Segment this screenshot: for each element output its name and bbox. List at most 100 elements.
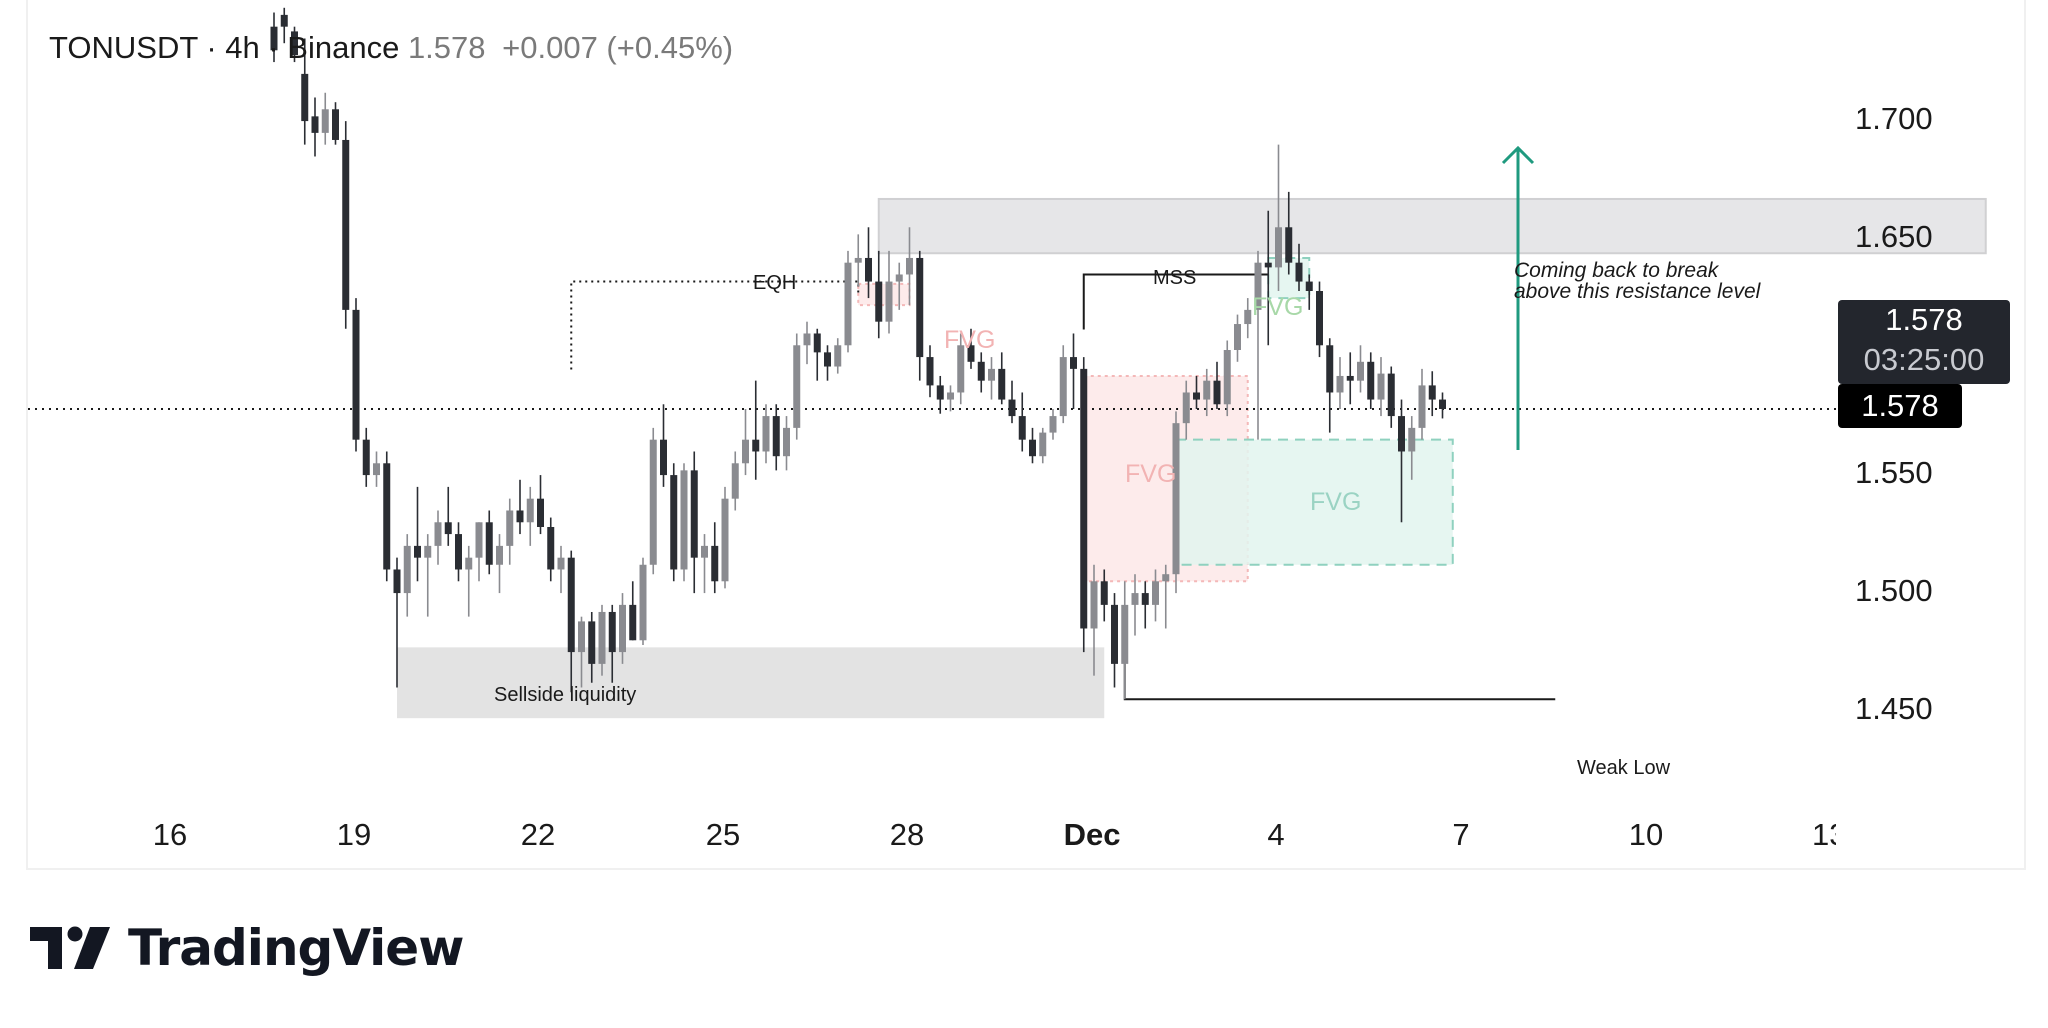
candle [701, 534, 708, 594]
candle [844, 250, 852, 353]
candle-body [516, 510, 524, 523]
candle-body [506, 510, 514, 546]
candle-body [947, 392, 954, 400]
candle [731, 451, 739, 511]
candle-body [670, 475, 678, 570]
mss-level-line [1082, 273, 1269, 330]
candle-body [824, 352, 831, 367]
candle-body [1377, 373, 1385, 400]
candle [444, 486, 452, 546]
candle [598, 604, 606, 676]
candle-body [731, 463, 739, 499]
target-arrow [1501, 145, 1535, 450]
candle-body [270, 26, 278, 51]
candle-body [1141, 593, 1149, 605]
candle-body [1039, 432, 1047, 457]
candle-body [321, 109, 329, 133]
candle [1428, 371, 1436, 417]
candle [1182, 380, 1190, 440]
candle [1336, 357, 1344, 409]
chart-frame[interactable] [26, 0, 2026, 870]
eqh-label: EQH [753, 272, 797, 294]
price-tick-1650: 1.650 [1855, 219, 1933, 254]
candle [506, 498, 514, 565]
candle-body [424, 545, 432, 558]
candle-body [629, 604, 637, 641]
zones-layer [397, 197, 1987, 719]
mss-label: MSS [1153, 267, 1197, 289]
date-tick-16: 16 [152, 817, 188, 852]
candle [1090, 564, 1098, 676]
fvg-label-bearish-small: FVG [944, 326, 996, 354]
candle-body [1305, 281, 1313, 291]
sellside-liquidity-zone [397, 647, 1105, 719]
candle [485, 510, 493, 575]
tradingview-logo-text: TradingView [128, 919, 464, 977]
fvg-label-bearish-large: FVG [1125, 460, 1177, 488]
candle-body [311, 116, 319, 133]
candle-body [803, 333, 811, 346]
candle-body [752, 439, 760, 452]
candle [1152, 569, 1159, 622]
candle [1357, 345, 1364, 393]
candle-body [455, 534, 462, 570]
candle [1408, 416, 1416, 480]
candle [1305, 274, 1313, 310]
candle [1316, 281, 1323, 358]
candle-body [906, 257, 913, 275]
candle [1244, 298, 1252, 339]
candle [977, 352, 985, 393]
candle-body [557, 557, 565, 570]
candle-body [721, 498, 729, 582]
candle [270, 12, 278, 63]
fvg-zone-bearish-3 [857, 282, 911, 307]
candle-body [813, 333, 821, 353]
candle-body [342, 139, 350, 310]
candle [1049, 409, 1057, 440]
candle-body [619, 604, 626, 653]
candle [393, 557, 401, 688]
candle [711, 522, 719, 594]
candle [321, 92, 329, 145]
candle [516, 479, 524, 535]
candle-body [1008, 399, 1016, 417]
candle [783, 416, 790, 471]
candle [1059, 345, 1067, 424]
candle [926, 345, 934, 398]
tradingview-logo[interactable]: TradingView [30, 918, 464, 978]
candle-body [957, 345, 965, 393]
symbol-name[interactable]: TONUSDT · 4h · Binance [49, 30, 400, 65]
candle-body [680, 470, 688, 570]
sellside-liquidity-label: Sellside liquidity [494, 684, 637, 706]
fvg-label-bullish-large: FVG [1310, 488, 1362, 516]
candle [383, 451, 391, 582]
candle-body [895, 274, 903, 282]
candle-body [660, 439, 667, 476]
candle-body [1152, 581, 1159, 605]
candle [547, 517, 555, 582]
candle [280, 7, 288, 44]
candle-body [537, 498, 544, 527]
candle-body [403, 545, 411, 594]
price-chart[interactable] [28, 0, 2026, 870]
candle-body [1254, 262, 1262, 310]
candle [762, 404, 770, 464]
candle-body [1264, 262, 1272, 268]
current-price-value: 1.578 [1885, 302, 1963, 337]
candle [875, 250, 883, 339]
candle-body [465, 557, 473, 570]
candle-body [1346, 375, 1354, 381]
candle [916, 250, 924, 381]
candle [660, 404, 667, 487]
candle-body [1234, 324, 1241, 350]
candle-body [1049, 416, 1057, 433]
tradingview-logo-icon [30, 926, 110, 969]
candle-body [373, 463, 380, 476]
candle [813, 328, 821, 381]
candle [1367, 352, 1375, 409]
candle [854, 234, 862, 287]
price-tick-1550: 1.550 [1855, 455, 1933, 490]
candle-body [414, 545, 421, 558]
candle-body [1090, 581, 1098, 629]
candle-body [1439, 399, 1446, 409]
